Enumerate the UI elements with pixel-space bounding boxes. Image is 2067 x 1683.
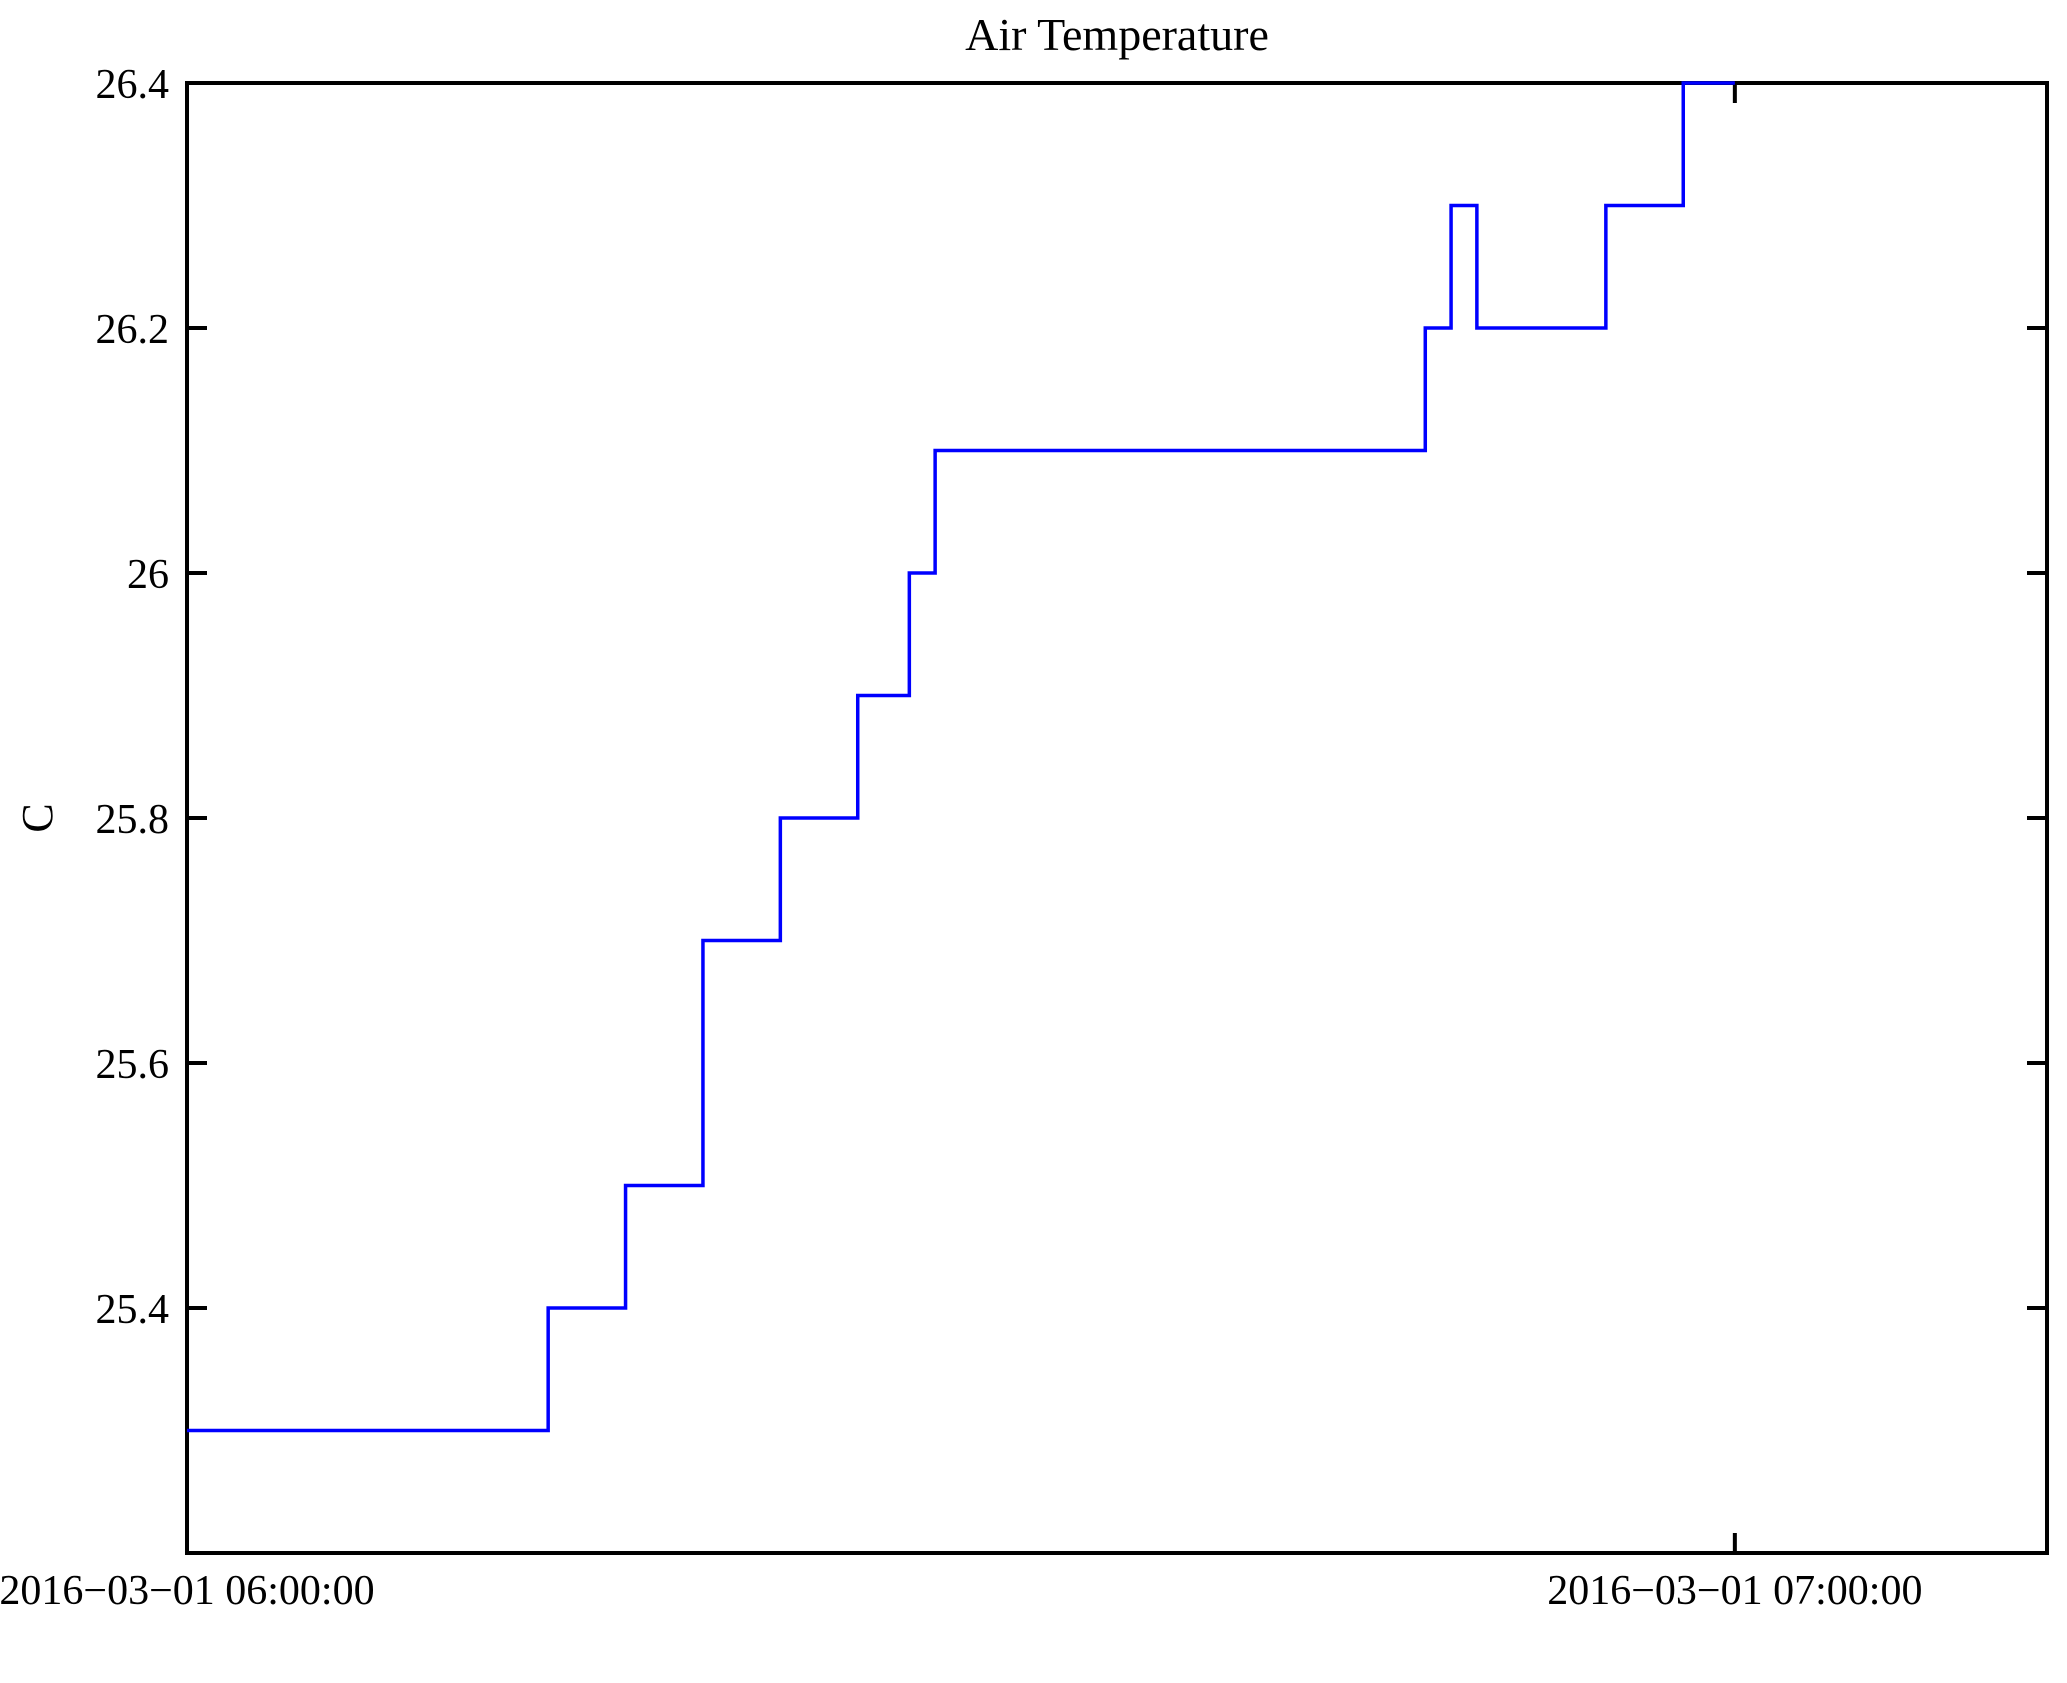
x-tick-labels: 2016−03−01 06:00:00 2016−03−01 07:00:00 xyxy=(0,1568,1922,1614)
y-tick-label: 26.2 xyxy=(96,307,170,353)
temperature-line xyxy=(187,81,1735,1433)
plot-area xyxy=(185,81,2049,1555)
y-tick-label: 25.6 xyxy=(96,1042,170,1088)
y-tick-label: 25.4 xyxy=(96,1287,170,1333)
x-tick-label: 2016−03−01 07:00:00 xyxy=(1547,1568,1922,1614)
chart-title: Air Temperature xyxy=(965,9,1269,60)
axis-box xyxy=(185,81,2049,1555)
x-tick-label: 2016−03−01 06:00:00 xyxy=(0,1568,375,1614)
y-tick-label: 26.4 xyxy=(96,62,170,108)
y-axis-label: C xyxy=(13,803,62,832)
y-tick-label: 25.8 xyxy=(96,797,170,843)
y-tick-label: 26 xyxy=(127,552,169,598)
y-tick-labels: 25.4 25.6 25.8 26 26.2 26.4 xyxy=(96,62,170,1333)
